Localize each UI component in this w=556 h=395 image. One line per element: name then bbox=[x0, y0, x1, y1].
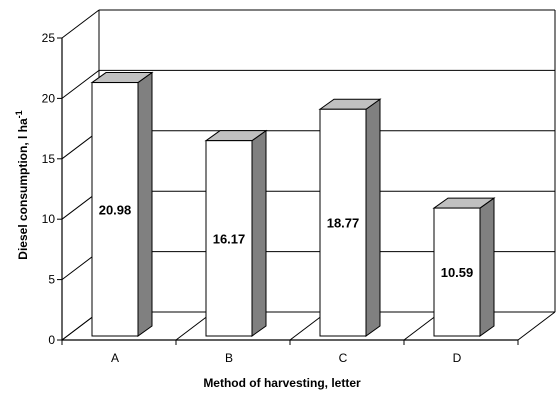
chart-axes bbox=[57, 37, 519, 345]
y-tick-label-25: 25 bbox=[42, 31, 56, 45]
x-tick-label-A: A bbox=[111, 351, 119, 365]
y-tick-label-10: 10 bbox=[42, 212, 56, 226]
data-label-A: 20.98 bbox=[99, 202, 132, 217]
bar-face-D bbox=[433, 207, 481, 337]
x-tick-label-C: C bbox=[339, 351, 348, 365]
x-axis-title: Method of harvesting, letter bbox=[203, 376, 361, 390]
data-label-D: 10.59 bbox=[441, 265, 474, 280]
bar-side-A bbox=[137, 71, 153, 337]
bar-face-C bbox=[319, 108, 367, 337]
bar-side-C bbox=[365, 98, 381, 337]
y-tick-label-0: 0 bbox=[48, 333, 55, 347]
data-label-B: 16.17 bbox=[213, 231, 246, 246]
bar-C bbox=[318, 98, 382, 337]
side-gridline-25 bbox=[61, 9, 100, 39]
bar-B bbox=[204, 129, 268, 337]
bar-D bbox=[432, 197, 496, 337]
y-tick-label-15: 15 bbox=[42, 152, 56, 166]
side-gridline-20 bbox=[61, 70, 100, 99]
x-tick-label-B: B bbox=[225, 351, 233, 365]
y-tick-label-20: 20 bbox=[42, 91, 56, 105]
bar-face-A bbox=[91, 82, 139, 337]
bar-A bbox=[90, 71, 154, 337]
bar-side-B bbox=[251, 129, 267, 337]
y-axis-title-text: Diesel consumption, l ha bbox=[16, 118, 30, 260]
chart-bars bbox=[90, 71, 496, 337]
x-tick-label-D: D bbox=[453, 351, 462, 365]
data-label-C: 18.77 bbox=[327, 216, 360, 231]
bar-face-B bbox=[205, 140, 253, 337]
floor-line-4 bbox=[517, 311, 556, 341]
bar-side-D bbox=[479, 197, 495, 337]
y-axis-title: Diesel consumption, l ha-1 bbox=[14, 110, 30, 259]
y-tick-label-5: 5 bbox=[48, 273, 55, 287]
y-axis-title-superscript: -1 bbox=[14, 110, 24, 118]
chart-labels: 0 5 10 15 20 25 20.98 A 16.17 B 18.77 C 10.59 D bbox=[42, 31, 474, 365]
